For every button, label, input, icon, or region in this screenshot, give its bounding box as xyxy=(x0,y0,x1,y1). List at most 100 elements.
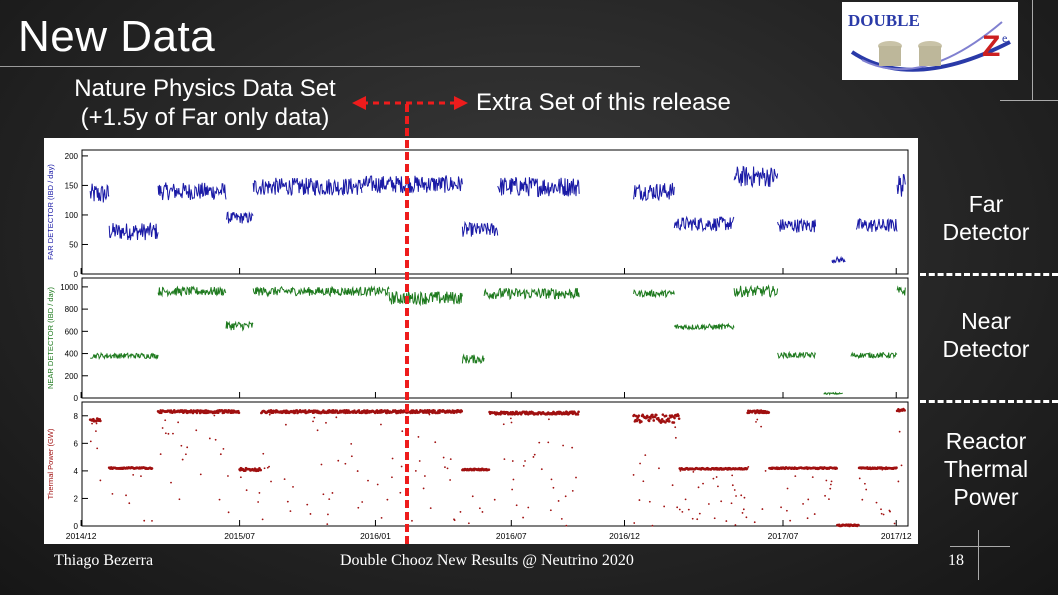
chart-background xyxy=(44,138,918,544)
power-point xyxy=(391,457,394,460)
power-point xyxy=(560,517,563,520)
power-point xyxy=(286,500,289,503)
power-point xyxy=(633,522,636,524)
power-point xyxy=(549,509,552,512)
power-point xyxy=(361,501,364,503)
power-point xyxy=(306,503,309,506)
power-point xyxy=(681,510,684,513)
footer-title: Double Chooz New Results @ Neutrino 2020 xyxy=(340,552,634,569)
power-point xyxy=(326,523,329,526)
power-point xyxy=(328,498,331,501)
power-point xyxy=(199,473,202,476)
release-divider-line xyxy=(405,104,409,544)
power-point xyxy=(900,464,903,467)
power-point xyxy=(268,413,271,416)
x-tick-label: 2016/12 xyxy=(609,531,640,541)
double-arrow-icon xyxy=(352,96,468,110)
power-point xyxy=(292,409,295,413)
power-point xyxy=(186,446,189,449)
y-tick-label: 800 xyxy=(65,305,79,314)
power-point xyxy=(515,410,518,414)
power-point xyxy=(730,502,733,505)
power-point xyxy=(150,467,154,470)
power-point xyxy=(512,478,515,481)
x-tick-label: 2017/12 xyxy=(881,531,912,541)
power-point xyxy=(825,479,828,482)
power-point xyxy=(576,413,580,416)
power-point xyxy=(767,411,771,414)
power-point xyxy=(380,423,382,426)
power-point xyxy=(678,508,681,511)
power-point xyxy=(692,470,695,473)
power-point xyxy=(857,523,860,527)
rate-series-line xyxy=(733,165,779,189)
power-point xyxy=(882,513,885,516)
power-point xyxy=(547,441,550,444)
y-tick-label: 50 xyxy=(69,240,78,249)
power-point xyxy=(132,473,135,476)
rate-series-line xyxy=(483,287,580,301)
power-point xyxy=(509,417,512,420)
power-point xyxy=(467,522,470,525)
power-point xyxy=(322,409,325,412)
rate-series-line xyxy=(831,255,846,264)
panel-frame-2 xyxy=(81,401,909,527)
power-point xyxy=(400,465,403,468)
power-point xyxy=(261,518,264,521)
y-tick-label: 600 xyxy=(65,327,79,336)
power-point xyxy=(828,498,830,501)
power-point xyxy=(218,498,221,501)
power-point xyxy=(460,409,464,413)
power-point xyxy=(677,417,681,420)
power-point xyxy=(216,411,220,415)
y-tick-label: 150 xyxy=(65,181,79,190)
power-point xyxy=(511,460,514,462)
power-point xyxy=(893,522,896,525)
section-divider-1 xyxy=(920,273,1058,276)
power-point xyxy=(651,413,654,417)
corner-decoration xyxy=(1032,0,1033,100)
power-point xyxy=(829,487,832,490)
logo-text: DOUBLE xyxy=(848,11,920,30)
power-point xyxy=(263,467,266,470)
power-point xyxy=(652,419,656,422)
power-point xyxy=(350,455,353,458)
footer-corner-decoration xyxy=(978,530,979,580)
power-point xyxy=(861,498,864,501)
power-point xyxy=(524,460,526,462)
extra-set-label: Extra Set of this release xyxy=(476,89,731,116)
power-point xyxy=(638,499,641,501)
power-point xyxy=(863,482,866,485)
power-point xyxy=(262,452,265,455)
power-point xyxy=(292,485,294,488)
power-point xyxy=(677,414,680,418)
y-tick-label: 6 xyxy=(74,439,79,448)
rate-series-line xyxy=(157,182,227,201)
power-point xyxy=(734,524,737,526)
rate-series-line xyxy=(252,285,390,298)
power-point xyxy=(707,503,710,505)
rate-series-line xyxy=(823,391,843,396)
power-point xyxy=(257,501,260,503)
power-point xyxy=(239,476,242,479)
footer-author: Thiago Bezerra xyxy=(54,552,154,569)
power-point xyxy=(442,456,445,459)
power-point xyxy=(227,511,230,514)
power-point xyxy=(401,430,404,433)
power-point xyxy=(232,411,235,414)
y-tick-label: 0 xyxy=(74,394,79,403)
x-tick-label: 2016/01 xyxy=(360,531,391,541)
rate-series-line xyxy=(896,285,906,296)
rate-series-line xyxy=(108,222,159,241)
power-point xyxy=(632,474,635,476)
power-point xyxy=(502,423,505,426)
power-point xyxy=(903,409,906,412)
far-label-line1: Far xyxy=(968,191,1004,217)
near-detector-label: Near Detector xyxy=(926,307,1046,363)
power-point xyxy=(337,459,340,462)
power-point xyxy=(532,456,535,458)
power-point xyxy=(691,517,694,520)
power-point xyxy=(522,464,525,467)
power-point xyxy=(266,466,269,469)
power-point xyxy=(731,484,734,487)
